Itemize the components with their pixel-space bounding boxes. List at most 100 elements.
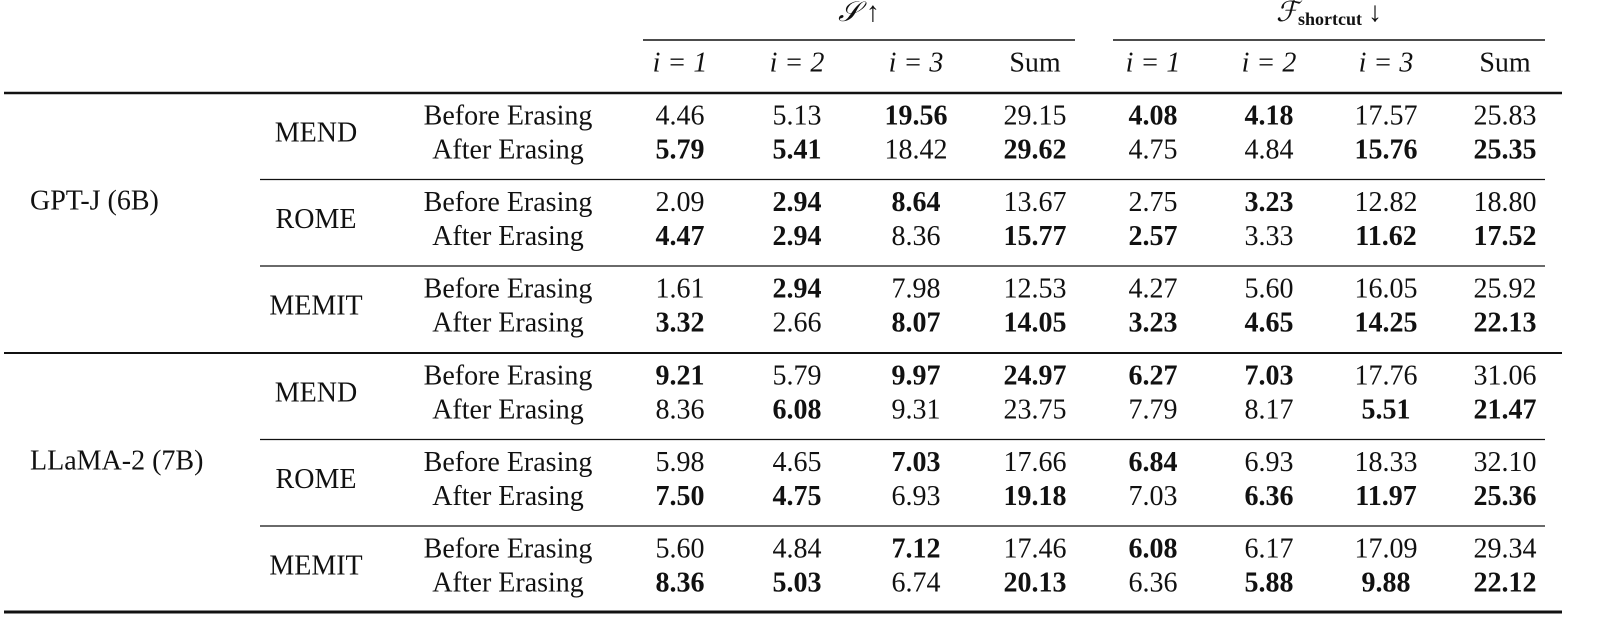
cell-value: 7.50 <box>656 481 705 512</box>
group-header: 𝒮 ↑ <box>838 0 880 28</box>
group-arrow: ↓ <box>1368 0 1382 28</box>
cell-value: 6.08 <box>1129 533 1178 564</box>
cell-value: 25.83 <box>1474 100 1537 131</box>
cell-value: 6.84 <box>1129 447 1178 478</box>
cell-value: 14.05 <box>1004 307 1067 338</box>
cell-value: 6.93 <box>1245 447 1294 478</box>
cell-value: 2.57 <box>1129 221 1178 252</box>
cell-value: 4.27 <box>1129 273 1178 304</box>
column-header: i = 3 <box>1359 47 1414 78</box>
condition: After Erasing <box>432 481 584 512</box>
condition: After Erasing <box>432 221 584 252</box>
cell-value: 5.03 <box>773 567 822 598</box>
column-header: i = 1 <box>1126 47 1181 78</box>
cell-value: 5.41 <box>773 134 822 165</box>
cell-value: 4.18 <box>1245 100 1294 131</box>
cell-value: 32.10 <box>1474 447 1537 478</box>
cell-value: 7.03 <box>1245 360 1294 391</box>
cell-value: 4.75 <box>1129 134 1178 165</box>
cell-value: 8.64 <box>892 187 941 218</box>
column-header: i = 2 <box>770 47 825 78</box>
cell-value: 17.46 <box>1004 533 1067 564</box>
cell-value: 2.94 <box>773 273 822 304</box>
method-name: MEMIT <box>269 550 362 581</box>
cell-value: 25.92 <box>1474 273 1537 304</box>
cell-value: 12.82 <box>1355 187 1418 218</box>
cell-value: 14.25 <box>1355 307 1418 338</box>
cell-value: 5.13 <box>773 100 822 131</box>
condition: Before Erasing <box>424 273 593 304</box>
cell-value: 4.65 <box>773 447 822 478</box>
cell-value: 5.88 <box>1245 567 1294 598</box>
cell-value: 3.32 <box>656 307 705 338</box>
condition: Before Erasing <box>424 533 593 564</box>
cell-value: 4.08 <box>1129 100 1178 131</box>
cell-value: 1.61 <box>656 273 705 304</box>
cell-value: 5.60 <box>656 533 705 564</box>
cell-value: 29.62 <box>1004 134 1067 165</box>
cell-value: 2.66 <box>773 307 822 338</box>
cell-value: 6.27 <box>1129 360 1178 391</box>
condition: After Erasing <box>432 134 584 165</box>
cell-value: 8.07 <box>892 307 941 338</box>
condition: After Erasing <box>432 307 584 338</box>
cell-value: 15.77 <box>1004 221 1067 252</box>
cell-value: 2.94 <box>773 221 822 252</box>
cell-value: 7.03 <box>1129 481 1178 512</box>
cell-value: 2.94 <box>773 187 822 218</box>
cell-value: 5.60 <box>1245 273 1294 304</box>
column-header: Sum <box>1479 47 1531 78</box>
method-name: ROME <box>276 464 357 495</box>
cell-value: 5.79 <box>656 134 705 165</box>
group-symbol: 𝒮 <box>838 0 867 28</box>
column-header: i = 1 <box>653 47 708 78</box>
cell-value: 4.65 <box>1245 307 1294 338</box>
cell-value: 24.97 <box>1004 360 1067 391</box>
column-header: Sum <box>1009 47 1061 78</box>
cell-value: 4.46 <box>656 100 705 131</box>
cell-value: 6.93 <box>892 481 941 512</box>
cell-value: 5.79 <box>773 360 822 391</box>
group-header: ℱshortcut ↓ <box>1276 0 1382 29</box>
cell-value: 7.12 <box>892 533 941 564</box>
cell-value: 8.36 <box>892 221 941 252</box>
cell-value: 29.34 <box>1474 533 1537 564</box>
cell-value: 6.36 <box>1129 567 1178 598</box>
cell-value: 11.62 <box>1355 221 1416 252</box>
condition: Before Erasing <box>424 187 593 218</box>
cell-value: 4.84 <box>773 533 822 564</box>
cell-value: 2.75 <box>1129 187 1178 218</box>
cell-value: 3.23 <box>1245 187 1294 218</box>
cell-value: 7.79 <box>1129 394 1178 425</box>
cell-value: 17.57 <box>1355 100 1418 131</box>
cell-value: 18.42 <box>885 134 948 165</box>
cell-value: 5.98 <box>656 447 705 478</box>
cell-value: 16.05 <box>1355 273 1418 304</box>
cell-value: 9.21 <box>656 360 705 391</box>
column-header: i = 3 <box>889 47 944 78</box>
group-subscript: shortcut <box>1298 9 1362 29</box>
condition: Before Erasing <box>424 360 593 391</box>
cell-value: 19.56 <box>885 100 948 131</box>
method-name: MEND <box>275 117 357 148</box>
cell-value: 3.23 <box>1129 307 1178 338</box>
cell-value: 9.88 <box>1362 567 1411 598</box>
model-name: LLaMA-2 (7B) <box>30 445 203 476</box>
cell-value: 18.33 <box>1355 447 1418 478</box>
cell-value: 17.52 <box>1474 221 1537 252</box>
condition: Before Erasing <box>424 447 593 478</box>
model-name: GPT-J (6B) <box>30 185 159 216</box>
cell-value: 3.33 <box>1245 221 1294 252</box>
cell-value: 9.97 <box>892 360 941 391</box>
cell-value: 5.51 <box>1362 394 1411 425</box>
cell-value: 29.15 <box>1004 100 1067 131</box>
cell-value: 17.09 <box>1355 533 1418 564</box>
cell-value: 25.35 <box>1474 134 1537 165</box>
condition: After Erasing <box>432 567 584 598</box>
cell-value: 31.06 <box>1474 360 1537 391</box>
cell-value: 9.31 <box>892 394 941 425</box>
cell-value: 4.84 <box>1245 134 1294 165</box>
cell-value: 15.76 <box>1355 134 1418 165</box>
